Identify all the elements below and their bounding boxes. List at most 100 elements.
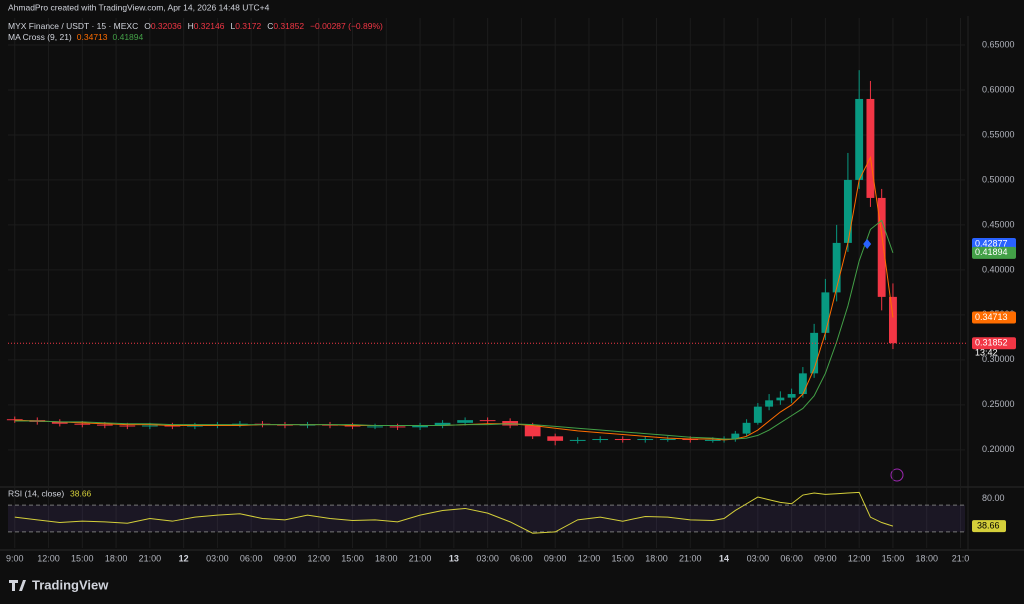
x-tick-label: 21:00 [139,553,162,563]
candle-body [569,439,586,441]
candle-body [832,242,841,293]
ohlc-key: O [144,21,151,31]
alert-icon[interactable] [890,468,904,482]
candle-body [457,420,473,423]
candle-body [547,436,564,441]
candle-body [96,424,113,426]
x-tick-label: 09:00 [274,553,297,563]
candle-body [434,422,451,426]
candle-body [479,420,496,422]
candle-body [855,98,864,180]
rsi-band [8,505,965,532]
candle-body [592,439,609,441]
x-tick-label: 15:00 [71,553,94,563]
candle-body [74,423,91,425]
indicator-value: 0.34713 [77,32,108,42]
x-tick-label: 18:00 [645,553,668,563]
y-tick-label: 0.25000 [982,399,1015,409]
candle-body [141,425,158,427]
y-tick-label: 0.30000 [982,354,1015,364]
x-tick-label: 18:00 [375,553,398,563]
candle-body [412,425,428,428]
price-tag-label: 0.34713 [975,312,1008,322]
candle-body [889,296,897,344]
y-tick-label: 0.45000 [982,219,1015,229]
price-tag-label: 38.66 [977,520,1000,530]
x-tick-label: 06:00 [510,553,533,563]
candle-body [704,439,721,441]
y-tick-label: 0.40000 [982,264,1015,274]
rsi-title: RSI (14, close) [8,488,64,498]
legend-ma: MA Cross (9, 21) 0.34713 0.41894 [8,32,144,42]
x-tick-label: 12 [179,553,189,563]
indicator-name: MA Cross (9, 21) [8,32,72,42]
logo-text: TradingView [32,577,109,592]
candle-body [119,425,136,427]
y-tick-label: 80.00 [982,493,1005,503]
candle-body [753,406,762,423]
candle-body [877,197,886,297]
x-tick-label: 21:00 [679,553,702,563]
countdown: 13:42 [975,348,998,358]
y-tick-label: 0.20000 [982,444,1015,454]
candle-body [524,425,541,437]
rsi-line [14,491,894,534]
x-tick-label: 03:00 [747,553,770,563]
candle-body [742,422,751,434]
ohlc-value: 0.3172 [235,21,261,31]
y-tick-label: 0.65000 [982,39,1015,49]
candle-body [866,98,875,198]
legend-ohlc: MYX Finance / USDT · 15 · MEXC O0.32036 H0… [8,21,383,31]
x-tick-label: 9:00 [6,553,24,563]
ohlc-key: L [230,21,235,31]
candle-body [389,426,406,428]
x-tick-label: 18:00 [915,553,938,563]
ma-line [14,155,894,441]
x-tick-label: 21:00 [409,553,432,563]
candle-body [731,433,740,440]
candle-body [659,439,676,441]
price-tag-label: 0.42877 [975,238,1008,248]
x-tick-label: 09:00 [544,553,567,563]
x-tick-label: 15:00 [341,553,364,563]
candle-body [810,332,819,374]
cross-marker [863,239,872,250]
candle-body [798,373,807,395]
credit: AhmadPro created with TradingView.com, A… [8,2,270,12]
candle-body [637,439,654,441]
candle-body [51,421,68,424]
candle-body [787,394,796,398]
logo-icon [9,580,26,591]
rsi-value: 38.66 [70,488,92,498]
x-tick-label: 13 [449,553,459,563]
x-tick-label: 06:00 [240,553,263,563]
x-tick-label: 18:00 [105,553,128,563]
ohlc-key: C [267,21,273,31]
x-tick-label: 15:00 [882,553,905,563]
price-tag-label: 0.41894 [975,247,1008,257]
ohlc-value: 0.31852 [273,21,304,31]
x-tick-label: 21:0 [952,553,970,563]
candle-body [6,419,23,421]
x-tick-label: 06:00 [780,553,803,563]
price-tag [972,337,1016,350]
candle-body [614,439,631,441]
ma-line [14,219,894,440]
x-tick-label: 12:00 [578,553,601,563]
price-tag [972,311,1016,324]
symbol: MYX Finance / USDT · 15 · MEXC [8,21,138,31]
price-tag [972,520,1006,533]
candle-body [776,397,785,401]
y-tick-label: 0.60000 [982,84,1015,94]
x-tick-label: 03:00 [206,553,229,563]
x-tick-label: 14 [719,553,729,563]
x-tick-label: 03:00 [476,553,499,563]
x-tick-label: 15:00 [611,553,634,563]
candle-body [821,292,830,333]
candle-body [765,400,774,407]
x-tick-label: 12:00 [848,553,871,563]
y-tick-label: 0.55000 [982,129,1015,139]
